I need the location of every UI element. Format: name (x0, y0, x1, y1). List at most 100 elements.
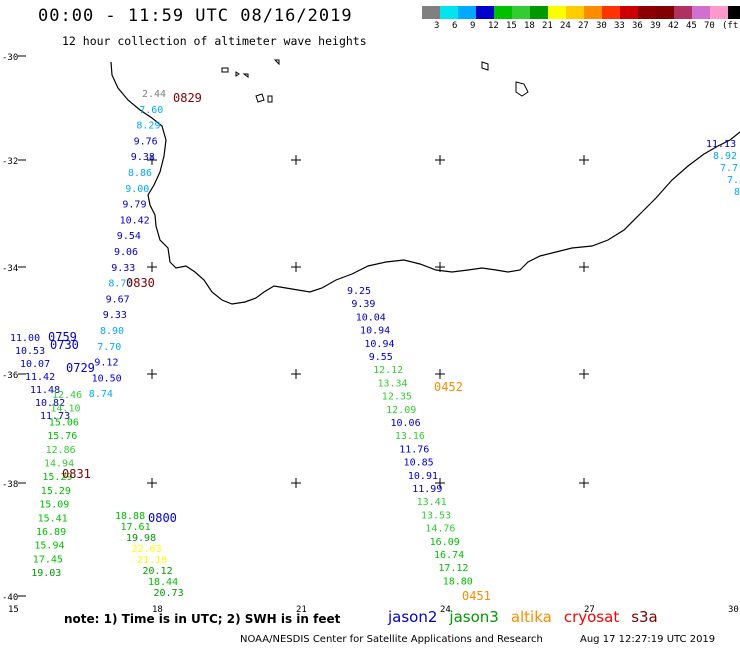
wave-height-label: 10.91 (408, 471, 438, 482)
map-title: 00:00 - 11:59 UTC 08/16/2019 (38, 6, 353, 26)
wave-height-label: 8.92 (713, 151, 737, 162)
satellite-legend-cryosat: cryosat (563, 608, 620, 626)
wave-height-label: 11.73 (40, 411, 70, 422)
wave-height-label: 9.33 (103, 310, 127, 321)
wave-height-label: 16.74 (434, 550, 464, 561)
coastline (110, 61, 740, 305)
wave-height-label: 9.55 (369, 352, 393, 363)
wave-height-label: 12.46 (52, 390, 82, 401)
legend-label: 33 (614, 21, 625, 31)
legend-swatch (710, 6, 728, 19)
wave-height-label: 20.12 (143, 566, 173, 577)
wave-height-label: 14.10 (50, 404, 80, 415)
wave-height-label: 13.41 (417, 497, 447, 508)
legend-swatch (566, 6, 584, 19)
lon-label: 30 (728, 605, 739, 615)
legend-swatch (674, 6, 692, 19)
wave-height-label: 8.90 (100, 326, 124, 337)
lon-label: 18 (152, 605, 163, 615)
wave-height-label: 14.94 (44, 459, 74, 470)
wave-height-label: 19.03 (31, 568, 61, 579)
wave-height-label: 10.82 (35, 398, 65, 409)
lat-label: -30 (2, 53, 18, 63)
wave-height-label: 9.12 (94, 358, 118, 369)
lat-label: -34 (2, 264, 18, 274)
legend-label: 18 (524, 21, 535, 31)
wave-height-label: 19.98 (126, 533, 156, 544)
wave-height-label: 15.41 (38, 513, 68, 524)
wave-height-label: 15.94 (34, 541, 64, 552)
wave-height-label: 8.70 (108, 279, 132, 290)
legend-label: 21 (542, 21, 553, 31)
satellite-legend-altika: altika (510, 608, 552, 626)
wave-height-label: 15.09 (39, 500, 69, 511)
wave-height-label: 15.76 (47, 431, 77, 442)
wave-height-label: 10.53 (15, 346, 45, 357)
wave-height-label: 11.48 (30, 385, 60, 396)
wave-height-label: 11.00 (10, 333, 40, 344)
legend-swatch (638, 6, 656, 19)
wave-height-label: 12.12 (373, 365, 403, 376)
legend-swatch (422, 6, 440, 19)
wave-height-label: 9.67 (106, 294, 130, 305)
legend-swatch (692, 6, 710, 19)
pass-time-label: 0830 (126, 276, 155, 290)
wave-height-label: 9.79 (122, 200, 146, 211)
wave-height-label: 11.99 (412, 484, 442, 495)
wave-height-label: 9.38 (131, 152, 155, 163)
credit-line: NOAA/NESDIS Center for Satellite Applica… (240, 634, 543, 645)
wave-height-label: 9.00 (125, 184, 149, 195)
legend-label: 70 (704, 21, 715, 31)
wave-height-label: 11.13 (706, 139, 736, 150)
wave-height-label: 10.06 (391, 418, 421, 429)
satellite-legend: jason2 jason3 altika cryosat s3a (388, 608, 670, 626)
wave-height-label: 10.50 (92, 373, 122, 384)
lon-label: 15 (8, 605, 19, 615)
wave-height-label: 9.33 (111, 263, 135, 274)
legend-label: 3 (434, 21, 440, 31)
legend-swatch (548, 6, 566, 19)
pass-time-label: 0800 (148, 511, 177, 525)
wave-height-label: 8.86 (128, 168, 152, 179)
legend-label: 42 (668, 21, 679, 31)
pass-time-label: 0452 (434, 380, 463, 394)
wave-height-label: 10.94 (360, 326, 390, 337)
wave-height-label: 12.35 (382, 392, 412, 403)
legend-label: 36 (632, 21, 643, 31)
legend-label: (ft) (722, 21, 740, 31)
satellite-legend-jason3: jason3 (449, 608, 499, 626)
wave-height-label: 18.88 (115, 511, 145, 522)
map-subtitle: 12 hour collection of altimeter wave hei… (62, 34, 367, 48)
wave-height-label: 18.44 (148, 577, 178, 588)
pass-time-label: 0829 (173, 91, 202, 105)
wave-height-label: 7.60 (139, 105, 163, 116)
wave-height-label: 7.3 (727, 175, 740, 186)
pass-time-label: 0729 (66, 361, 95, 375)
wave-height-label: 9.76 (134, 136, 158, 147)
wave-height-label: 9.25 (347, 286, 371, 297)
wave-height-label: 16.09 (430, 537, 460, 548)
legend-label: 6 (452, 21, 458, 31)
wave-height-label: 13.16 (395, 431, 425, 442)
lat-label: -32 (2, 157, 18, 167)
legend-swatch (530, 6, 548, 19)
lat-label: -36 (2, 371, 18, 381)
wave-height-label: 11.42 (25, 372, 55, 383)
wave-height-label: 8.29 (136, 121, 160, 132)
lon-label: 21 (296, 605, 307, 615)
wave-height-label: 8.74 (89, 389, 113, 400)
legend-swatch (728, 6, 740, 19)
wave-height-label: 21.19 (137, 555, 167, 566)
legend-label: 45 (686, 21, 697, 31)
wave-height-label: 12.09 (386, 405, 416, 416)
legend-swatch (440, 6, 458, 19)
wave-height-label: 14.76 (425, 524, 455, 535)
wave-height-label: 22.63 (132, 544, 162, 555)
legend-swatch (584, 6, 602, 19)
wave-height-label: 7.7 (720, 163, 738, 174)
legend-swatch (620, 6, 638, 19)
wave-height-label: 20.73 (154, 588, 184, 599)
wave-height-label: 10.07 (20, 359, 50, 370)
pass-time-label: 0831 (62, 467, 91, 481)
